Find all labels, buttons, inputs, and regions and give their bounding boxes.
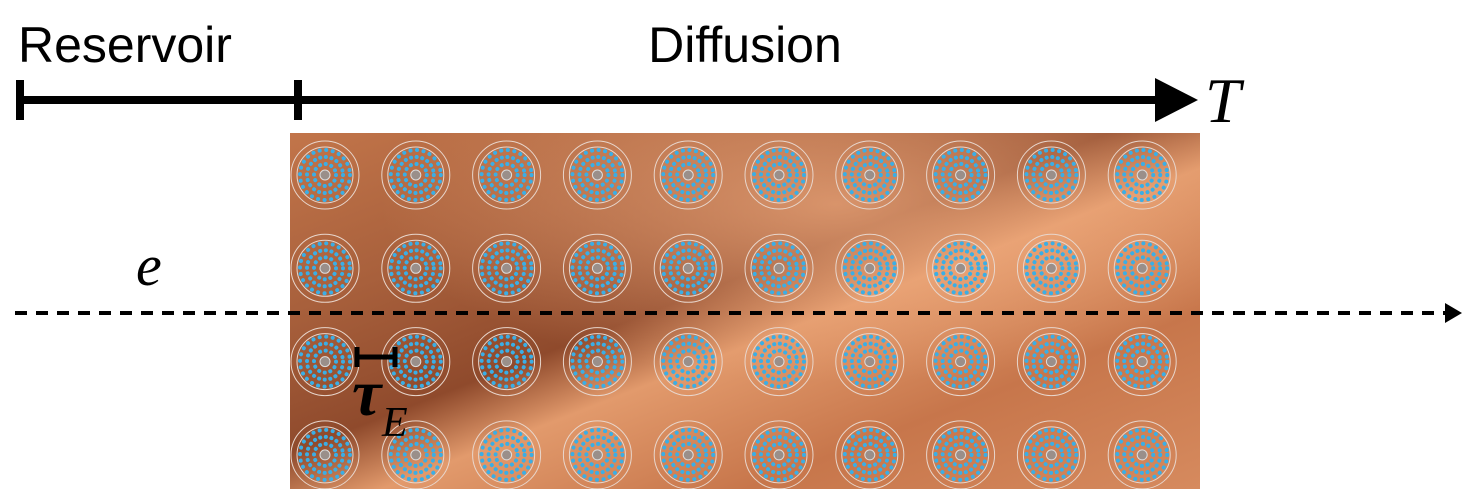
nucleus	[956, 263, 966, 273]
tau-subscript: E	[381, 400, 408, 446]
nucleus	[774, 357, 784, 367]
nucleus	[502, 263, 512, 273]
nucleus	[320, 357, 330, 367]
nucleus	[683, 357, 693, 367]
nucleus	[1137, 450, 1147, 460]
nucleus	[1046, 357, 1056, 367]
nucleus	[502, 170, 512, 180]
nucleus	[683, 450, 693, 460]
nucleus	[592, 357, 602, 367]
axis-arrowhead	[1155, 78, 1198, 122]
path-arrowhead	[1445, 303, 1462, 323]
nucleus	[1046, 263, 1056, 273]
copper-highlight	[290, 133, 1200, 489]
nucleus	[865, 450, 875, 460]
nucleus	[956, 357, 966, 367]
nucleus	[502, 450, 512, 460]
electron-label: e	[136, 233, 162, 298]
nucleus	[502, 357, 512, 367]
nucleus	[320, 170, 330, 180]
nucleus	[865, 357, 875, 367]
nucleus	[592, 263, 602, 273]
nucleus	[1137, 170, 1147, 180]
nucleus	[411, 357, 421, 367]
diagram: Reservoir Diffusion T e τ E	[0, 0, 1462, 489]
nucleus	[774, 263, 784, 273]
nucleus	[683, 263, 693, 273]
nucleus	[592, 450, 602, 460]
nucleus	[1046, 450, 1056, 460]
time-axis	[18, 78, 1198, 122]
reservoir-label: Reservoir	[18, 17, 232, 73]
nucleus	[683, 170, 693, 180]
nucleus	[411, 263, 421, 273]
tau-label: τ	[352, 357, 383, 430]
nucleus	[411, 450, 421, 460]
nucleus	[865, 170, 875, 180]
diffusion-label: Diffusion	[648, 17, 842, 73]
nucleus	[956, 450, 966, 460]
nucleus	[1046, 170, 1056, 180]
nucleus	[411, 170, 421, 180]
nucleus	[1137, 263, 1147, 273]
nucleus	[1137, 357, 1147, 367]
nucleus	[956, 170, 966, 180]
nucleus	[774, 450, 784, 460]
nucleus	[320, 263, 330, 273]
time-label: T	[1205, 65, 1245, 136]
nucleus	[865, 263, 875, 273]
page: Reservoir Diffusion T e τ E (() => { con…	[0, 0, 1462, 489]
nucleus	[592, 170, 602, 180]
nucleus	[320, 450, 330, 460]
nucleus	[774, 170, 784, 180]
